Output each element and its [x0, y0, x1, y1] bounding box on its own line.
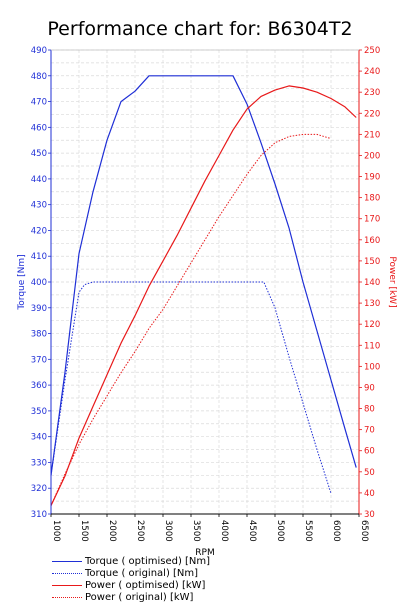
torque-optimised-line — [50, 75, 357, 476]
y-left-tick-label: 450 — [31, 149, 47, 159]
x-tick-label: 5500 — [303, 520, 313, 542]
y-right-tick-label: 150 — [364, 257, 380, 267]
legend-swatch — [52, 584, 82, 586]
y-left-tick-label: 360 — [31, 381, 47, 391]
y-left-tick-label: 310 — [31, 510, 47, 520]
x-tick-label: 4000 — [219, 520, 229, 542]
torque-original-line — [50, 281, 332, 494]
legend-item: Torque ( original) [Nm] — [52, 567, 210, 579]
y-left-tick-label: 470 — [31, 98, 47, 108]
x-tick-label: 5000 — [275, 520, 285, 542]
x-tick-label: 4500 — [247, 520, 257, 542]
legend-item: Torque ( optimised) [Nm] — [52, 555, 210, 567]
y-right-tick-label: 120 — [364, 320, 380, 330]
y-left-tick-label: 490 — [31, 46, 47, 56]
legend-item: Power ( original) [kW] — [52, 591, 210, 603]
y-left-tick-label: 440 — [31, 175, 47, 185]
x-tick-label: 6000 — [331, 520, 341, 542]
y-right-tick-label: 140 — [364, 278, 380, 288]
x-tick-label: 3000 — [163, 520, 173, 542]
y-right-tick-label: 130 — [364, 299, 380, 309]
x-tick-label: 1000 — [51, 520, 61, 542]
y-left-tick-label: 370 — [31, 355, 47, 365]
y-right-tick-label: 180 — [364, 194, 380, 204]
y-right-tick-label: 160 — [364, 236, 380, 246]
y-right-tick-label: 50 — [364, 468, 375, 478]
y-axis-left-label: Torque [Nm] — [17, 254, 27, 310]
y-left-tick-label: 340 — [31, 433, 47, 443]
legend-label: Power ( original) [kW] — [85, 591, 194, 603]
x-tick-label: 6500 — [359, 520, 369, 542]
legend-item: Power ( optimised) [kW] — [52, 579, 210, 591]
y-left-tick-label: 410 — [31, 252, 47, 262]
x-tick-label: 1500 — [79, 520, 89, 542]
y-right-tick-label: 220 — [364, 109, 380, 119]
y-right-tick-label: 240 — [364, 67, 380, 77]
x-tick-label: 2000 — [107, 520, 117, 542]
legend-label: Torque ( optimised) [Nm] — [85, 555, 211, 567]
y-right-tick-label: 70 — [364, 426, 375, 436]
y-right-tick-label: 60 — [364, 447, 375, 457]
y-right-tick-label: 190 — [364, 173, 380, 183]
y-right-tick-label: 210 — [364, 130, 380, 140]
chart-title: Performance chart for: B6304T2 — [47, 18, 353, 40]
legend-swatch — [52, 596, 82, 598]
y-right-tick-label: 90 — [364, 383, 375, 393]
y-left-tick-label: 480 — [31, 72, 47, 82]
y-axis-right-label: Power [kW] — [387, 256, 397, 307]
y-right-tick-label: 170 — [364, 215, 380, 225]
power-original-line — [50, 133, 332, 506]
y-right-tick-label: 110 — [364, 341, 380, 351]
y-right-tick-label: 250 — [364, 46, 380, 56]
y-left-tick-label: 350 — [31, 407, 47, 417]
y-right-tick-label: 30 — [364, 510, 375, 520]
y-right-tick-label: 40 — [364, 489, 375, 499]
x-tick-label: 2500 — [135, 520, 145, 542]
y-left-tick-label: 420 — [31, 226, 47, 236]
legend-swatch — [52, 560, 82, 562]
y-left-tick-label: 320 — [31, 484, 47, 494]
chart-legend: Torque ( optimised) [Nm] Torque ( origin… — [52, 555, 210, 603]
legend-label: Power ( optimised) [kW] — [85, 579, 206, 591]
power-optimised-line — [50, 85, 357, 506]
y-left-tick-label: 330 — [31, 458, 47, 468]
x-tick-label: 3500 — [191, 520, 201, 542]
legend-swatch — [52, 572, 82, 574]
y-right-tick-label: 80 — [364, 405, 375, 415]
y-left-tick-label: 380 — [31, 330, 47, 340]
y-left-tick-label: 400 — [31, 278, 47, 288]
y-right-tick-label: 100 — [364, 362, 380, 372]
y-right-tick-label: 200 — [364, 151, 380, 161]
x-axis-label: RPM — [195, 548, 214, 558]
legend-label: Torque ( original) [Nm] — [85, 567, 199, 579]
y-right-tick-label: 230 — [364, 88, 380, 98]
y-left-tick-label: 460 — [31, 123, 47, 133]
y-left-tick-label: 430 — [31, 201, 47, 211]
y-left-tick-label: 390 — [31, 304, 47, 314]
